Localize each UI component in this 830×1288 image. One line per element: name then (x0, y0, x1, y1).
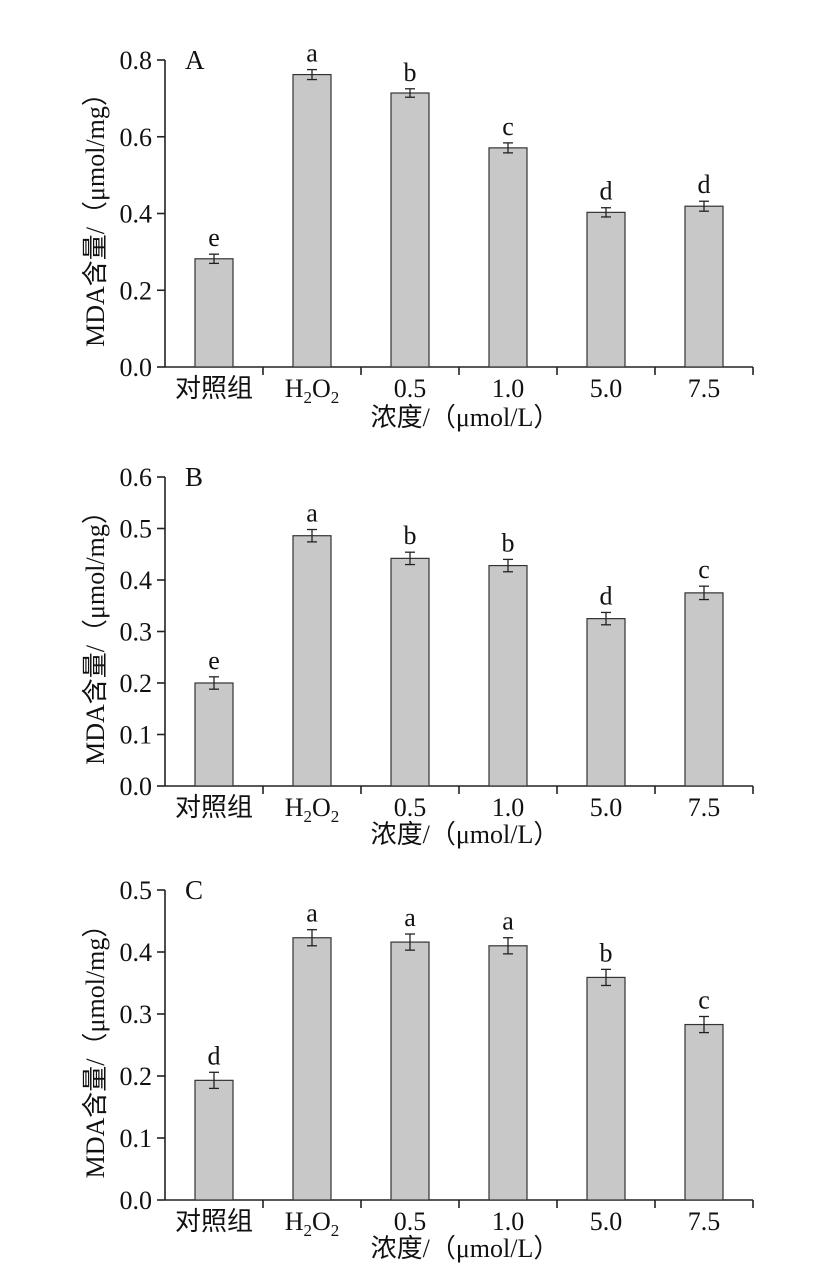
significance-label: b (600, 938, 613, 967)
x-tick-label: 0.5 (394, 1207, 427, 1236)
panel-letter: A (185, 45, 205, 75)
significance-label: a (502, 907, 514, 936)
y-tick-label: 0.1 (120, 1124, 153, 1153)
x-tick-label: H2O2 (285, 793, 340, 826)
y-tick-label: 0.3 (120, 1000, 153, 1029)
y-tick-label: 0.5 (120, 876, 153, 905)
significance-label: a (404, 903, 416, 932)
bar (488, 564, 528, 787)
significance-label: b (404, 58, 417, 87)
x-tick-label: 对照组 (175, 1207, 253, 1236)
y-tick-label: 0.4 (120, 938, 153, 967)
x-tick-label: H2O2 (285, 1207, 340, 1240)
y-tick-label: 0.0 (120, 1186, 153, 1215)
bar (586, 976, 626, 1201)
bar (684, 1023, 724, 1201)
y-tick-label: 0.4 (120, 200, 153, 229)
bar (684, 592, 724, 787)
bar (292, 73, 332, 368)
x-tick-label: 对照组 (175, 374, 253, 403)
y-tick-label: 0.2 (120, 669, 153, 698)
x-tick-label: 0.5 (394, 374, 427, 403)
bar (292, 535, 332, 787)
x-axis-title: 浓度/（μmol/L） (371, 403, 560, 432)
significance-label: c (698, 555, 710, 584)
y-tick-label: 0.3 (120, 618, 153, 647)
x-tick-label: 5.0 (590, 374, 623, 403)
bar (390, 92, 430, 368)
x-tick-label: 5.0 (590, 1207, 623, 1236)
bar (684, 205, 724, 368)
y-axis-title: MDA含量/（μmol/mg） (81, 912, 110, 1179)
bar (194, 258, 234, 368)
significance-label: d (698, 170, 711, 199)
chart-panel-b: 0.0 0.1 0.2 0.3 0.4 0.5 0.6 e 对照组 a H2O2 b 0.5 b 1.0 d 5… (81, 462, 754, 849)
y-tick-label: 0.2 (120, 276, 153, 305)
y-tick-label: 0.5 (120, 515, 153, 544)
x-tick-label: 对照组 (175, 793, 253, 822)
y-tick-label: 0.0 (120, 353, 153, 382)
y-tick-label: 0.6 (120, 463, 153, 492)
bar (488, 147, 528, 368)
significance-label: c (502, 112, 514, 141)
significance-label: e (208, 646, 220, 675)
x-axis-title: 浓度/（μmol/L） (371, 820, 560, 849)
panel-letter: B (185, 462, 203, 492)
x-tick-label: 7.5 (688, 793, 721, 822)
x-tick-label: H2O2 (285, 374, 340, 407)
x-tick-label: 1.0 (492, 793, 525, 822)
y-tick-label: 0.1 (120, 721, 153, 750)
y-axis-title: MDA含量/（μmol/mg） (81, 80, 110, 347)
y-tick-label: 0.8 (120, 46, 153, 75)
panel-letter: C (185, 875, 203, 905)
bar (488, 945, 528, 1201)
significance-label: a (306, 899, 318, 928)
significance-label: b (404, 521, 417, 550)
significance-label: d (600, 177, 613, 206)
significance-label: e (208, 223, 220, 252)
significance-label: b (502, 528, 515, 557)
x-tick-label: 1.0 (492, 374, 525, 403)
bar (194, 682, 234, 787)
x-tick-label: 1.0 (492, 1207, 525, 1236)
significance-label: d (600, 581, 613, 610)
bar (194, 1079, 234, 1201)
significance-label: a (306, 39, 318, 68)
y-tick-label: 0.4 (120, 566, 153, 595)
bar (586, 211, 626, 368)
significance-label: c (698, 985, 710, 1014)
x-tick-label: 0.5 (394, 793, 427, 822)
y-tick-label: 0.6 (120, 123, 153, 152)
significance-label: a (306, 499, 318, 528)
significance-label: d (208, 1041, 221, 1070)
x-tick-label: 5.0 (590, 793, 623, 822)
y-tick-label: 0.0 (120, 772, 153, 801)
y-tick-label: 0.2 (120, 1062, 153, 1091)
x-tick-label: 7.5 (688, 374, 721, 403)
chart-panel-a: 0.0 0.2 0.4 0.6 0.8 e 对照组 a H2O2 b 0.5 c 1.0 d 5.0 d 7.5… (81, 39, 754, 432)
y-axis-title: MDA含量/（μmol/mg） (81, 498, 110, 765)
bar (390, 941, 430, 1201)
bar (390, 557, 430, 787)
x-axis-title: 浓度/（μmol/L） (371, 1234, 560, 1263)
chart-panel-c: 0.0 0.1 0.2 0.3 0.4 0.5 d 对照组 a H2O2 a 0.5 a 1.0 b 5.0 c… (81, 875, 754, 1263)
bar (586, 618, 626, 787)
bar (292, 937, 332, 1201)
x-tick-label: 7.5 (688, 1207, 721, 1236)
